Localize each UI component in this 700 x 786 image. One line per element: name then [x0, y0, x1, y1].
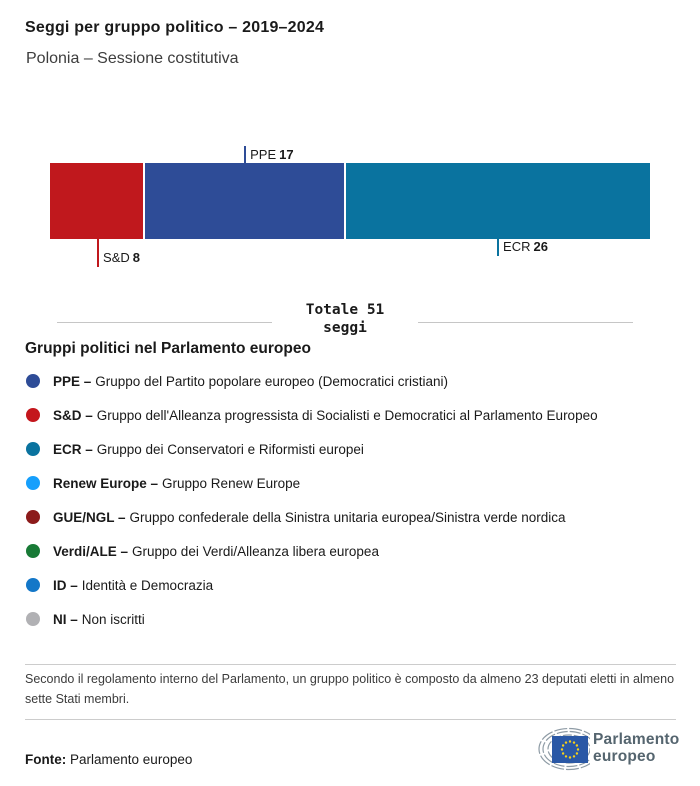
footnote-text: Secondo il regolamento interno del Parla… — [25, 672, 675, 706]
callout-label: PPE 17 — [250, 146, 293, 164]
group-seats: 8 — [132, 250, 141, 265]
group-color-dot — [26, 408, 40, 422]
callout-tick — [244, 146, 247, 163]
logo-line1: Parlamento — [593, 731, 680, 748]
legend-item-id: ID – Identità e Democrazia — [26, 568, 598, 602]
legend-abbr: S&D – — [53, 407, 93, 423]
bar-segment-ppe — [145, 163, 345, 239]
logo-line2: europeo — [593, 748, 656, 765]
group-color-dot — [26, 510, 40, 524]
source-text: Parlamento europeo — [70, 752, 193, 767]
legend-name: Gruppo Renew Europe — [162, 475, 301, 491]
legend-item-ppe: PPE – Gruppo del Partito popolare europeo… — [26, 364, 598, 398]
legend-abbr: Verdi/ALE – — [53, 543, 129, 559]
legend-item-ecr: ECR – Gruppo dei Conservatori e Riformist… — [26, 432, 598, 466]
group-color-dot — [26, 544, 40, 558]
legend-name: Gruppo confederale della Sinistra unitar… — [129, 509, 566, 525]
legend-heading: Gruppi politici nel Parlamento europeo — [25, 340, 311, 357]
european-parliament-logo: Parlamento europeo — [520, 725, 680, 775]
divider-line-right — [418, 322, 634, 337]
legend-abbr: ID – — [53, 577, 78, 593]
group-seats: 26 — [533, 239, 548, 254]
divider-line-left — [57, 322, 272, 337]
group-abbr: S&D — [103, 250, 130, 265]
callout-sd: S&D 8 — [97, 239, 140, 267]
total-seats-caption: Totale 51 seggi — [57, 301, 634, 337]
legend-name: Identità e Democrazia — [81, 577, 214, 593]
group-color-dot — [26, 612, 40, 626]
legend-item-guengl: GUE/NGL – Gruppo confederale della Sinist… — [26, 500, 598, 534]
legend-item-renew: Renew Europe – Gruppo Renew Europe — [26, 466, 598, 500]
stacked-bar — [50, 163, 650, 239]
eu-flag-icon — [552, 736, 588, 763]
callout-label: S&D 8 — [103, 251, 140, 265]
total-line2: seggi — [323, 320, 367, 336]
legend-item-sd: S&D – Gruppo dell'Alleanza progressista d… — [26, 398, 598, 432]
source-line: Fonte: Parlamento europeo — [25, 752, 192, 767]
callout-tick — [497, 239, 500, 256]
callout-ppe: PPE 17 — [244, 146, 294, 164]
legend-name: Gruppo dei Conservatori e Riformisti eur… — [96, 441, 364, 457]
source-label: Fonte: — [25, 752, 67, 767]
legend-abbr: ECR – — [53, 441, 93, 457]
footnote-divider — [25, 664, 676, 665]
total-seats-text: Totale 51 seggi — [272, 301, 419, 337]
seats-bar-chart: PPE 17 S&D 8 ECR 26 — [50, 140, 650, 275]
footer-divider — [25, 719, 676, 720]
legend-name: Gruppo dell'Alleanza progressista di Soc… — [96, 407, 598, 423]
legend-abbr: Renew Europe – — [53, 475, 159, 491]
page-subtitle: Polonia – Sessione costitutiva — [26, 50, 239, 67]
bar-segment-ecr — [346, 163, 650, 239]
group-color-dot — [26, 442, 40, 456]
legend-abbr: PPE – — [53, 373, 92, 389]
logo-wordmark: Parlamento europeo — [593, 731, 679, 765]
legend-item-verdiale: Verdi/ALE – Gruppo dei Verdi/Alleanza lib… — [26, 534, 598, 568]
callout-ecr: ECR 26 — [497, 239, 548, 256]
legend-abbr: NI – — [53, 611, 78, 627]
group-abbr: ECR — [503, 239, 531, 254]
legend-name: Non iscritti — [81, 611, 145, 627]
group-color-dot — [26, 578, 40, 592]
group-color-dot — [26, 476, 40, 490]
legend-item-ni: NI – Non iscritti — [26, 602, 598, 636]
legend-name: Gruppo del Partito popolare europeo (Dem… — [95, 373, 448, 389]
group-color-dot — [26, 374, 40, 388]
callout-tick — [97, 239, 100, 267]
page-title: Seggi per gruppo politico – 2019–2024 — [25, 19, 325, 36]
bar-segment-sd — [50, 163, 144, 239]
group-abbr: PPE — [250, 147, 277, 162]
legend-name: Gruppo dei Verdi/Alleanza libera europea — [132, 543, 379, 559]
group-seats: 17 — [279, 147, 294, 162]
callout-label: ECR 26 — [503, 239, 548, 255]
total-line1: Totale 51 — [305, 302, 385, 318]
legend-list: PPE – Gruppo del Partito popolare europeo… — [26, 364, 598, 636]
legend-abbr: GUE/NGL – — [53, 509, 126, 525]
